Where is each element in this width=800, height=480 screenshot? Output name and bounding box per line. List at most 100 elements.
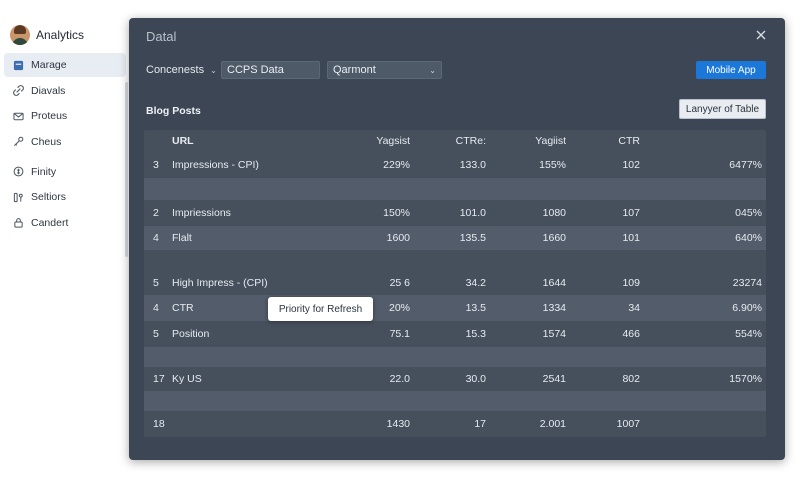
sidebar-item-label: Marage [31, 59, 67, 71]
sidebar-item-proteus[interactable]: Proteus [4, 104, 126, 128]
sidebar-item-marage[interactable]: Marage [4, 53, 126, 77]
table-cell: 75.1 [389, 328, 410, 340]
table-cell: 5 [153, 276, 159, 289]
app-name: Analytics [36, 28, 85, 42]
data-source-input[interactable]: CCPS Data [221, 61, 320, 79]
data-source-value: CCPS Data [227, 64, 284, 76]
table-cell: 2541 [542, 373, 566, 385]
sidebar-item-cheus[interactable]: Cheus [4, 130, 126, 154]
table-cell: 135.5 [459, 232, 486, 244]
table-cell: Position [172, 328, 210, 340]
table-cell: 17 [153, 373, 165, 385]
table-row[interactable]: 18 1430 17 2.001 1007 [144, 411, 766, 437]
panel-title: Datal [146, 29, 177, 44]
table-row[interactable]: 2 Impriessions 150% 101.0 1080 107 045% [144, 200, 766, 226]
sidebar-item-label: Finity [31, 165, 57, 178]
table-cell: 34.2 [465, 276, 486, 289]
table-row[interactable] [144, 178, 766, 200]
table-cell: 4 [153, 302, 159, 314]
table-cell: 229% [383, 159, 410, 171]
table-cell: 1080 [542, 207, 566, 219]
table-cell: 1430 [386, 418, 410, 430]
table-cell: 150% [383, 207, 410, 219]
table-row[interactable]: 3 Impressions - CPI) 229% 133.0 155% 102 6477% [144, 152, 766, 178]
section-title: Blog Posts [146, 105, 201, 117]
column-header[interactable]: CTRe: [455, 135, 486, 147]
table-cell: 15.3 [465, 328, 486, 340]
column-header[interactable]: CTR [618, 135, 640, 147]
table-cell: Flalt [172, 232, 192, 244]
table-cell: 6.90% [732, 302, 762, 314]
table-cell: 640% [735, 232, 762, 244]
columns-icon [12, 191, 24, 203]
table-cell: 13.5 [465, 302, 486, 314]
table-row[interactable] [144, 347, 766, 367]
table-cell: 102 [622, 159, 640, 171]
data-table: URL Yagsist CTRe: Yagiist CTR 3 Impressions - … [144, 130, 766, 437]
table-row[interactable] [144, 250, 766, 270]
sidebar-item-diavals[interactable]: Diavals [4, 79, 126, 103]
table-cell: 1574 [542, 328, 566, 340]
mobile-app-button[interactable]: Mobile App [696, 61, 766, 79]
table-cell: 20% [388, 302, 410, 314]
table-cell: 1334 [542, 302, 566, 314]
home-icon [12, 59, 24, 71]
table-cell: 34 [628, 302, 640, 314]
chevron-down-icon: ⌄ [210, 65, 217, 75]
table-cell: 1600 [386, 232, 410, 244]
qarmont-select-value: Qarmont [333, 64, 376, 76]
table-cell: 109 [622, 276, 640, 289]
sidebar: Analytics Marage Diavals Proteus Cheus [0, 0, 128, 480]
mail-icon [12, 110, 24, 122]
brand[interactable]: Analytics [10, 24, 84, 46]
sidebar-nav: Marage Diavals Proteus Cheus Finity [4, 53, 126, 236]
table-cell: 17 [474, 418, 486, 430]
column-header[interactable]: Yagsist [376, 135, 410, 147]
table-cell: 101 [622, 232, 640, 244]
table-cell: 23274 [732, 276, 762, 289]
table-cell: 1660 [542, 232, 566, 244]
table-cell: 25 6 [389, 276, 410, 289]
table-header-row: URL Yagsist CTRe: Yagiist CTR [144, 130, 766, 152]
qarmont-select[interactable]: Qarmont ⌄ [327, 61, 442, 79]
table-cell: 6477% [729, 159, 762, 171]
table-row[interactable]: 5 High Impress - (CPI) 25 6 34.2 1644 109 2327… [144, 270, 766, 295]
column-header[interactable]: Yagiist [535, 135, 566, 147]
table-row[interactable] [144, 391, 766, 411]
table-cell: 1570% [729, 373, 762, 385]
table-cell: Impriessions [172, 207, 231, 219]
table-cell: 133.0 [459, 159, 486, 171]
table-cell: 554% [735, 328, 762, 340]
table-cell: Impressions - CPI) [172, 159, 259, 171]
sidebar-item-label: Seltiors [31, 191, 67, 203]
table-cell: 802 [622, 373, 640, 385]
coin-icon [12, 166, 24, 178]
concenests-dropdown[interactable]: Concenests ⌄ [146, 64, 217, 76]
table-cell: 045% [735, 207, 762, 219]
sidebar-item-label: Candert [31, 216, 69, 229]
sidebar-item-candert[interactable]: Candert [4, 211, 126, 235]
table-row[interactable]: 4 Flalt 1600 135.5 1660 101 640% [144, 226, 766, 250]
chevron-down-icon: ⌄ [429, 65, 436, 75]
sidebar-item-finity[interactable]: Finity [4, 160, 126, 184]
table-row[interactable]: 4 CTR 20% 13.5 1334 34 6.90% [144, 295, 766, 321]
column-header[interactable]: URL [172, 135, 194, 147]
close-icon [756, 30, 766, 40]
table-cell: 155% [539, 159, 566, 171]
sidebar-item-seltiors[interactable]: Seltiors [4, 185, 126, 209]
table-cell: 2.001 [539, 418, 566, 430]
table-cell: 3 [153, 159, 159, 171]
table-cell: 107 [622, 207, 640, 219]
lock-icon [12, 217, 24, 229]
layer-of-table-button[interactable]: Lanyyer of Table [679, 99, 766, 119]
table-row[interactable]: 5 Position 75.1 15.3 1574 466 554% [144, 321, 766, 347]
table-cell: 2 [153, 207, 159, 219]
close-button[interactable] [753, 27, 769, 43]
table-row[interactable]: 17 Ky US 22.0 30.0 2541 802 1570% [144, 367, 766, 391]
table-cell: High Impress - (CPI) [172, 276, 268, 289]
table-cell: 101.0 [459, 207, 486, 219]
table-cell: 30.0 [465, 373, 486, 385]
sidebar-item-label: Diavals [31, 84, 66, 97]
table-cell: 466 [622, 328, 640, 340]
sidebar-scrollbar[interactable] [125, 82, 128, 257]
